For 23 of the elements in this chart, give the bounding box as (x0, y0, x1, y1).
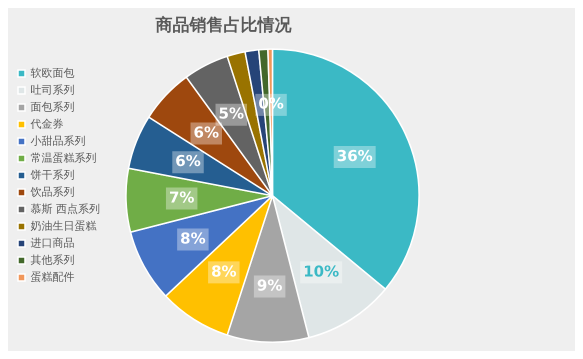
legend-label: 面包系列 (30, 100, 74, 114)
legend-label: 饼干系列 (30, 168, 74, 182)
legend-label: 小甜品系列 (30, 134, 86, 148)
data-label: 8% (211, 262, 237, 280)
legend-label: 蛋糕配件 (30, 270, 74, 284)
legend-label: 代金券 (30, 117, 64, 130)
legend-label: 慕斯 西点系列 (30, 202, 100, 216)
data-label: 6% (175, 152, 201, 170)
legend-label: 其他系列 (30, 253, 74, 266)
data-label: 5% (218, 104, 244, 123)
legend-label: 常温蛋糕系列 (30, 151, 96, 164)
chart-title: 商品销售占比情况 (154, 16, 292, 36)
data-label: 7% (168, 188, 194, 206)
legend-label: 奶油生日蛋糕 (30, 219, 96, 232)
legend-label: 进口商品 (30, 236, 74, 250)
legend-label: 软欧面包 (30, 66, 74, 80)
legend-label: 饮品系列 (30, 185, 74, 198)
data-label: 36% (336, 146, 373, 165)
data-label: 9% (256, 276, 282, 294)
data-label: 6% (194, 123, 219, 142)
data-label: 8% (180, 229, 206, 248)
data-label: 10% (303, 262, 340, 280)
legend-label: 吐司系列 (30, 83, 74, 96)
